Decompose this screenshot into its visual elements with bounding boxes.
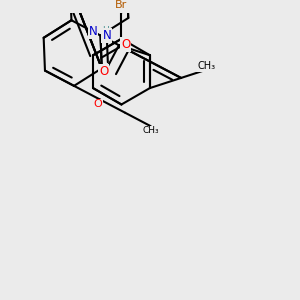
Text: Br: Br — [115, 0, 128, 10]
Text: N: N — [102, 29, 111, 42]
Text: O: O — [121, 38, 130, 51]
Text: CH₃: CH₃ — [143, 126, 160, 135]
Text: O: O — [94, 99, 103, 110]
Text: H: H — [102, 26, 108, 35]
Text: CH₃: CH₃ — [197, 61, 215, 71]
Text: O: O — [99, 65, 108, 78]
Text: N: N — [88, 25, 98, 38]
